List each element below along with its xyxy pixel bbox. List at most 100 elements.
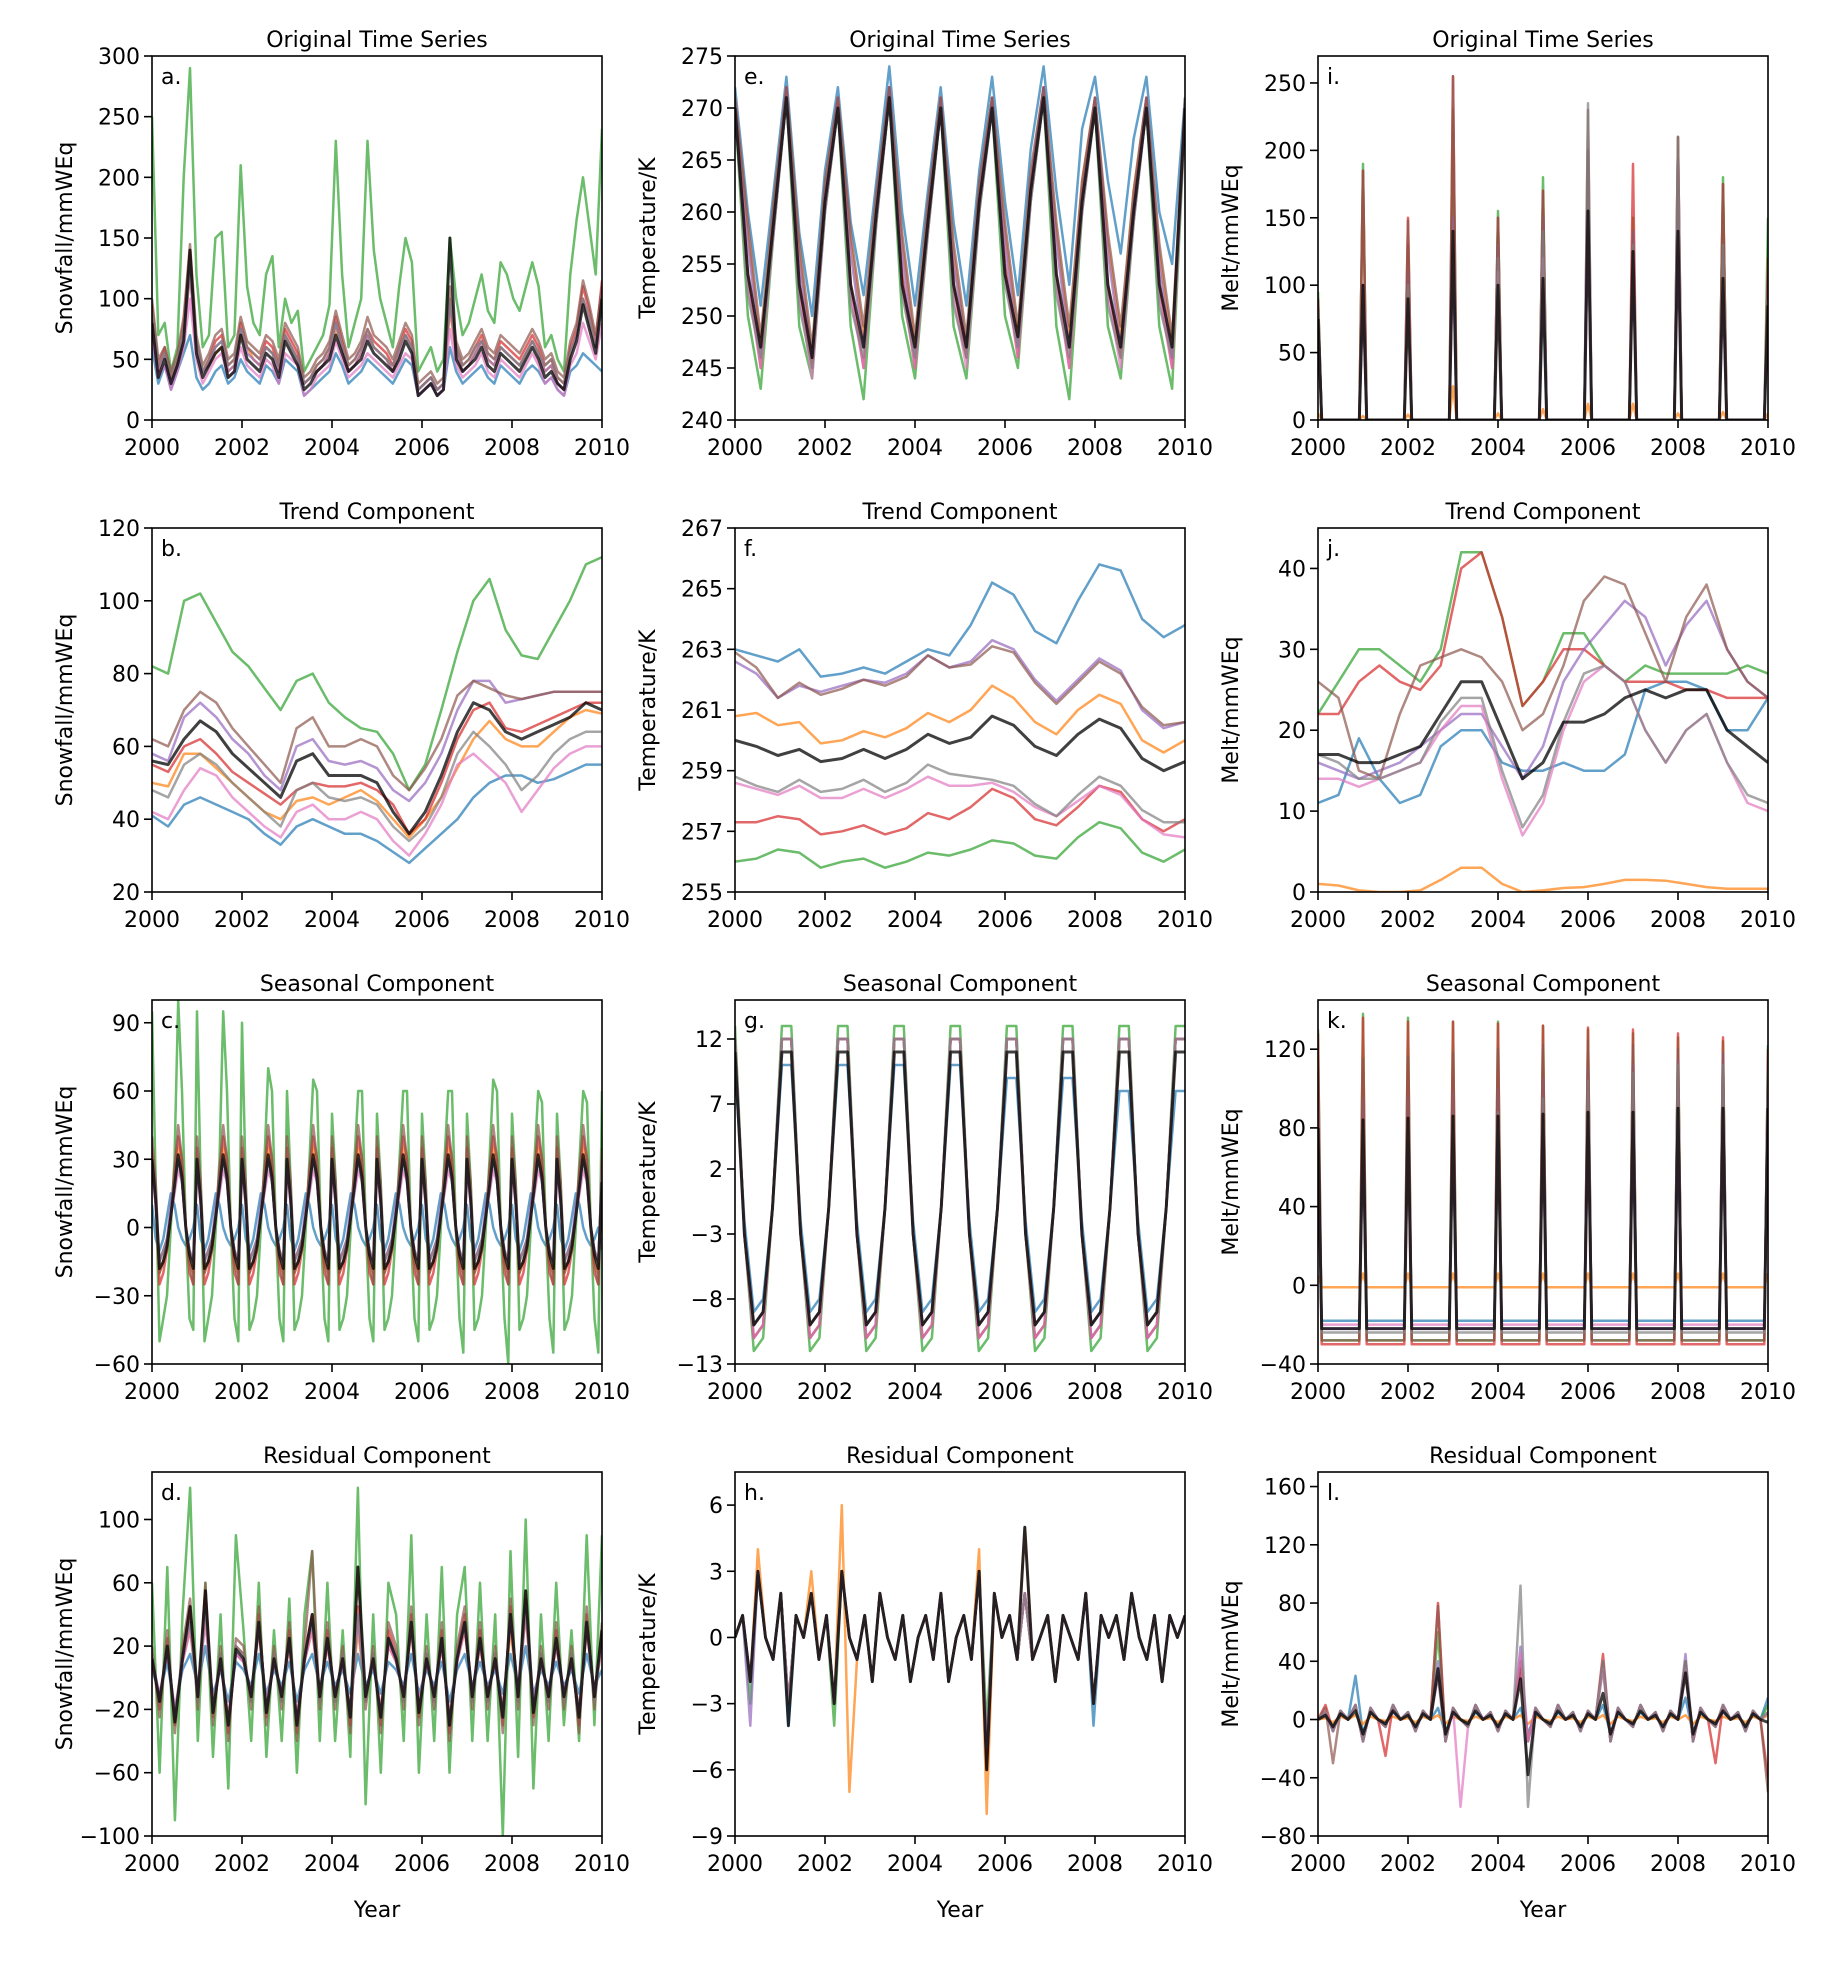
series-line-1 bbox=[735, 563, 1185, 678]
series-line-2 bbox=[735, 684, 1185, 754]
series-line-5 bbox=[735, 1570, 1185, 1750]
x-tick-label: 2002 bbox=[214, 436, 270, 461]
x-tick-label: 2004 bbox=[304, 436, 360, 461]
y-tick-label: 261 bbox=[681, 699, 723, 724]
x-tick-label: 2010 bbox=[574, 1380, 630, 1405]
series-line-6 bbox=[1318, 1604, 1768, 1793]
y-tick-label: 12 bbox=[695, 1028, 723, 1053]
x-tick-label: 2010 bbox=[574, 908, 630, 933]
x-tick-label: 2004 bbox=[1470, 1852, 1526, 1877]
x-tick-label: 2002 bbox=[797, 908, 853, 933]
y-tick-label: 267 bbox=[681, 517, 723, 542]
x-tick-label: 2010 bbox=[1157, 436, 1213, 461]
series-line-8 bbox=[1318, 1063, 1768, 1334]
series-line-6 bbox=[1318, 74, 1768, 420]
x-tick-label: 2000 bbox=[707, 1380, 763, 1405]
panel-i: 0 50 100 150 200 250 2000 2002 2004 2006 2008 2010 O… bbox=[1219, 28, 1796, 461]
y-axis-label: Snowfall/mmWEq bbox=[53, 1086, 78, 1279]
y-tick-label: 10 bbox=[1278, 800, 1306, 825]
panel-letter: f. bbox=[744, 537, 757, 562]
series-line-6 bbox=[1318, 575, 1768, 781]
y-tick-label: −6 bbox=[691, 1759, 723, 1784]
x-tick-label: 2008 bbox=[1650, 436, 1706, 461]
y-axis-label: Temperature/K bbox=[636, 1101, 661, 1264]
panel-letter: b. bbox=[161, 537, 182, 562]
y-tick-label: 275 bbox=[681, 45, 723, 70]
x-tick-label: 2000 bbox=[1290, 436, 1346, 461]
y-tick-label: −9 bbox=[691, 1825, 723, 1850]
axes-frame bbox=[1317, 999, 1769, 1365]
y-tick-label: 255 bbox=[681, 253, 723, 278]
series-line-6 bbox=[735, 1525, 1185, 1772]
x-tick-label: 2000 bbox=[707, 1852, 763, 1877]
series-line-9 bbox=[735, 714, 1185, 773]
panel-g: −13 −8 −3 2 7 12 2000 2002 2004 2006 2008 2010 Seaso… bbox=[636, 972, 1213, 1405]
x-tick-label: 2006 bbox=[1560, 436, 1616, 461]
y-tick-label: 265 bbox=[681, 578, 723, 603]
y-tick-label: 150 bbox=[98, 227, 140, 252]
y-tick-label: 40 bbox=[112, 808, 140, 833]
panel-letter: k. bbox=[1327, 1009, 1347, 1034]
x-tick-label: 2008 bbox=[1067, 908, 1123, 933]
panel-j: 0 10 20 30 40 2000 2002 2004 2006 2008 2010 Trend C… bbox=[1219, 500, 1796, 933]
y-axis-label: Snowfall/mmWEq bbox=[53, 142, 78, 335]
y-tick-label: 255 bbox=[681, 881, 723, 906]
x-tick-label: 2002 bbox=[797, 1852, 853, 1877]
y-tick-label: 257 bbox=[681, 820, 723, 845]
y-tick-label: 100 bbox=[98, 590, 140, 615]
series-line-2 bbox=[735, 1503, 1185, 1816]
y-tick-label: 2 bbox=[709, 1158, 723, 1183]
y-tick-label: −60 bbox=[94, 1353, 140, 1378]
panel-letter: d. bbox=[161, 1481, 182, 1506]
series-group bbox=[1318, 1012, 1768, 1346]
y-tick-label: 200 bbox=[98, 166, 140, 191]
y-tick-label: 20 bbox=[112, 881, 140, 906]
y-tick-label: 80 bbox=[1278, 1117, 1306, 1142]
x-tick-label: 2002 bbox=[1380, 1380, 1436, 1405]
series-line-6 bbox=[735, 85, 1185, 349]
series-line-6 bbox=[152, 679, 602, 792]
series-group bbox=[152, 1486, 602, 1836]
x-tick-label: 2002 bbox=[1380, 1852, 1436, 1877]
x-tick-label: 2008 bbox=[1650, 908, 1706, 933]
panel-title: Residual Component bbox=[846, 1444, 1074, 1469]
panel-letter: j. bbox=[1326, 537, 1340, 562]
series-line-9 bbox=[1318, 680, 1768, 781]
y-tick-label: −80 bbox=[1260, 1825, 1306, 1850]
panel-c: −60 −30 0 30 60 90 2000 2002 2004 2006 2008 2010 Sea… bbox=[53, 972, 630, 1405]
x-tick-label: 2000 bbox=[124, 1852, 180, 1877]
panel-title: Residual Component bbox=[263, 1444, 491, 1469]
x-tick-label: 2004 bbox=[1470, 908, 1526, 933]
x-tick-label: 2000 bbox=[707, 436, 763, 461]
y-tick-label: 120 bbox=[1264, 1038, 1306, 1063]
x-tick-label: 2006 bbox=[394, 908, 450, 933]
series-group bbox=[735, 65, 1185, 401]
x-tick-label: 2010 bbox=[574, 436, 630, 461]
series-line-9 bbox=[1318, 1106, 1768, 1331]
x-tick-label: 2008 bbox=[484, 1852, 540, 1877]
panel-d: −100 −60 −20 20 60 100 2000 2002 2004 2006 2008 201… bbox=[53, 1444, 630, 1923]
y-tick-label: 0 bbox=[1292, 881, 1306, 906]
y-tick-label: −100 bbox=[80, 1825, 140, 1850]
series-line-5 bbox=[1318, 599, 1768, 781]
panel-title: Original Time Series bbox=[266, 28, 488, 53]
y-axis-label: Snowfall/mmWEq bbox=[53, 1558, 78, 1751]
x-tick-label: 2008 bbox=[1067, 436, 1123, 461]
x-tick-label: 2008 bbox=[484, 1380, 540, 1405]
series-group bbox=[735, 1024, 1185, 1353]
x-tick-label: 2004 bbox=[1470, 1380, 1526, 1405]
axes-frame bbox=[734, 1471, 1186, 1837]
series-line-9 bbox=[1318, 209, 1768, 420]
x-tick-label: 2000 bbox=[1290, 1380, 1346, 1405]
series-line-4 bbox=[152, 701, 602, 836]
y-tick-label: 200 bbox=[1264, 139, 1306, 164]
y-tick-label: −3 bbox=[691, 1223, 723, 1248]
x-axis-label: Year bbox=[936, 1898, 985, 1923]
series-group bbox=[1318, 1584, 1768, 1809]
series-line-4 bbox=[1318, 1601, 1768, 1778]
y-tick-label: −30 bbox=[94, 1285, 140, 1310]
y-tick-label: 260 bbox=[681, 201, 723, 226]
y-tick-label: 50 bbox=[112, 348, 140, 373]
y-tick-label: 7 bbox=[709, 1093, 723, 1118]
series-line-3 bbox=[1318, 108, 1768, 420]
